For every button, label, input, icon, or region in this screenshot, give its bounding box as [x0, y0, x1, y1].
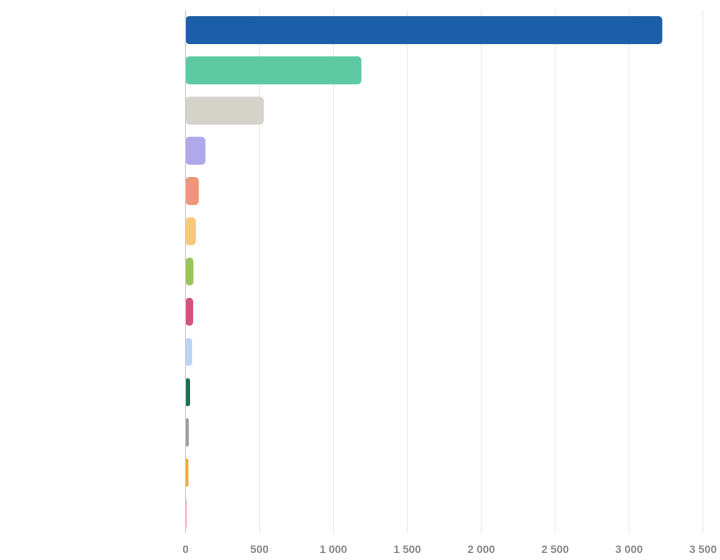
- x-tick-label: 0: [182, 544, 188, 556]
- x-tick-labels: 0 500 1 000 1 500 2 000 2 500 3 000 3 500: [182, 544, 716, 556]
- x-tick-label: 500: [250, 544, 268, 556]
- x-tick-label: 1 500: [394, 544, 422, 556]
- bar[interactable]: [185, 177, 199, 206]
- x-tick-label: 1 000: [320, 544, 348, 556]
- bar[interactable]: [185, 458, 189, 487]
- bar[interactable]: [185, 378, 191, 407]
- bars: [185, 16, 663, 527]
- x-tick-label: 2 000: [467, 544, 495, 556]
- bar[interactable]: [185, 16, 663, 45]
- x-tick-label: 2 500: [541, 544, 569, 556]
- bar[interactable]: [185, 337, 193, 366]
- x-tick-label: 3 000: [615, 544, 643, 556]
- bar[interactable]: [185, 56, 362, 85]
- bar[interactable]: [185, 217, 196, 246]
- x-tick-label: 3 500: [689, 544, 717, 556]
- bar[interactable]: [185, 257, 194, 286]
- bar[interactable]: [185, 96, 264, 125]
- bar[interactable]: [185, 136, 206, 165]
- grid-lines: [258, 10, 704, 533]
- bar[interactable]: [185, 297, 194, 326]
- bar[interactable]: [185, 418, 189, 447]
